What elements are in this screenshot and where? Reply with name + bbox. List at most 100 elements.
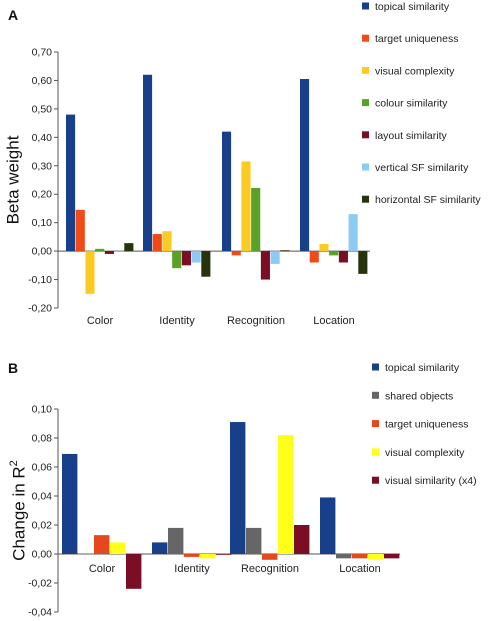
- panel-b-bar: [294, 525, 310, 554]
- panel-a-y-tick-label: 0,30: [32, 160, 53, 172]
- panel-b-y-tick-label: 0,08: [32, 433, 53, 445]
- panel-a-y-tick-label: -0,20: [28, 303, 52, 315]
- panel-b-bar: [352, 554, 368, 559]
- panel-b-legend-swatch: [372, 476, 379, 484]
- panel-b-legend-label: shared objects: [385, 390, 453, 402]
- panel-a-y-tick-label: 0,00: [32, 246, 53, 258]
- panel-b-bar: [126, 554, 142, 589]
- panel-b-legend-label: target uniqueness: [385, 419, 468, 431]
- panel-a-y-tick-label: 0,60: [32, 75, 53, 87]
- panel-a-legend-label: horizontal SF similarity: [375, 194, 481, 206]
- panel-a-y-tick-label: 0,20: [32, 189, 53, 201]
- panel-a-legend-swatch: [362, 34, 369, 42]
- panel-a-legend-swatch: [362, 2, 369, 10]
- panel-a-bar: [338, 251, 348, 263]
- panel-a-bar: [152, 234, 162, 252]
- panel-b-bar: [94, 535, 110, 554]
- panel-a-legend-swatch: [362, 195, 369, 203]
- panel-a-bar: [114, 251, 124, 252]
- panel-a-y-tick-label: 0,70: [32, 47, 53, 59]
- panel-b-y-tick-label: -0,02: [28, 578, 52, 590]
- panel-b-bar: [368, 554, 384, 560]
- panel-b-legend-swatch: [372, 391, 379, 399]
- panel-b-y-label: Change in R2: [8, 460, 29, 561]
- panel-b-legend-swatch: [372, 363, 379, 371]
- panel-b-bar: [336, 554, 352, 559]
- panel-a-category-label: Recognition: [227, 315, 285, 327]
- panel-b-bar: [320, 497, 336, 554]
- panel-a-bar: [300, 79, 310, 252]
- panel-a-bar: [95, 248, 105, 252]
- panel-a-label: A: [8, 7, 18, 23]
- panel-a-legend-label: layout similarity: [375, 130, 448, 142]
- panel-a-bar: [270, 251, 280, 264]
- panel-b-bar: [168, 527, 184, 554]
- panel-b-bar: [230, 422, 246, 554]
- panel-b-y-tick-label: 0,10: [32, 404, 53, 416]
- panel-a-legend-label: visual complexity: [375, 65, 455, 77]
- panel-a-bar: [66, 114, 76, 252]
- panel-b-legend-label: visual complexity: [385, 447, 465, 459]
- panel-a-bar: [348, 214, 358, 252]
- panel-b-bar: [78, 553, 94, 555]
- panel-b-bar: [262, 554, 278, 560]
- panel-a-bar: [104, 251, 114, 254]
- panel-b-bar: [216, 554, 232, 555]
- panel-a-bar: [222, 131, 232, 252]
- panel-a-legend-label: topical similarity: [375, 1, 450, 13]
- panel-b-category-label: Location: [339, 563, 381, 575]
- panel-b-bar: [152, 542, 168, 554]
- panel-b-y-label-superscript: 2: [8, 460, 20, 466]
- panel-b-category-label: Color: [89, 563, 116, 575]
- panel-b-y-tick-label: 0,06: [32, 462, 53, 474]
- panel-b-bar: [200, 554, 216, 559]
- panel-b-bar: [384, 554, 400, 559]
- panel-a-category-label: Location: [313, 315, 355, 327]
- panel-a-bar: [329, 251, 339, 256]
- panel-a-bar: [251, 187, 261, 252]
- panel-b-y-tick-label: 0,04: [32, 491, 53, 503]
- panel-b-bar: [246, 527, 262, 554]
- panel-a-bar: [260, 251, 270, 280]
- panel-a-legend-swatch: [362, 163, 369, 171]
- panel-a-y-label: Beta weight: [3, 135, 22, 224]
- panel-a-legend-label: vertical SF similarity: [375, 162, 469, 174]
- panel-b-y-tick-label: -0,04: [28, 607, 52, 619]
- panel-a-bar: [309, 251, 319, 263]
- panel-a-bar: [124, 243, 134, 252]
- panel-a-bar: [85, 251, 95, 294]
- panel-a-legend-label: target uniqueness: [375, 33, 458, 45]
- panel-a-legend-swatch: [362, 66, 369, 74]
- panel-b-category-label: Recognition: [241, 563, 299, 575]
- panel-a-category-label: Color: [87, 315, 114, 327]
- panel-b-bar: [278, 435, 294, 554]
- panel-b-bar: [110, 542, 126, 554]
- panel-a-category-label: Identity: [159, 315, 195, 327]
- panel-a-bar: [201, 251, 211, 277]
- panel-a-legend-swatch: [362, 131, 369, 139]
- panel-b-bar: [184, 554, 200, 557]
- panel-b-legend-swatch: [372, 420, 379, 428]
- panel-a-bar: [280, 250, 290, 252]
- panel-a-y-tick-label: 0,10: [32, 217, 53, 229]
- panel-a-y-tick-label: -0,10: [28, 274, 52, 286]
- panel-b-bar: [62, 453, 78, 554]
- panel-a-bar: [162, 231, 172, 252]
- panel-a-bar: [181, 251, 191, 266]
- panel-a-bar: [172, 251, 182, 269]
- panel-b-label: B: [8, 360, 18, 376]
- panel-a-y-tick-label: 0,40: [32, 132, 53, 144]
- panel-a-bar: [319, 244, 329, 252]
- panel-a-bar: [75, 209, 85, 252]
- panel-a-bar: [231, 251, 241, 256]
- panel-a-bar: [191, 251, 201, 263]
- panel-b-y-tick-label: 0,02: [32, 520, 53, 532]
- panel-b-legend-swatch: [372, 448, 379, 456]
- panel-a-bar: [241, 161, 251, 252]
- panel-a-legend-swatch: [362, 99, 369, 107]
- panel-b-category-label: Identity: [174, 563, 210, 575]
- panel-a-bar: [358, 251, 368, 274]
- panel-b-legend-label: visual similarity (x4): [385, 475, 477, 487]
- panel-b-legend-label: topical similarity: [385, 362, 460, 374]
